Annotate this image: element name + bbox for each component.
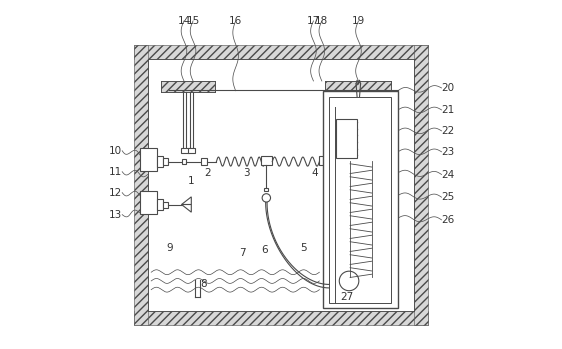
Bar	[323, 91, 398, 308]
Polygon shape	[182, 205, 191, 212]
Text: 23: 23	[442, 147, 455, 157]
Text: 21: 21	[442, 105, 455, 115]
Bar	[139, 191, 157, 214]
Text: 25: 25	[442, 192, 455, 202]
Text: 13: 13	[109, 210, 122, 220]
Bar	[157, 156, 164, 167]
Text: 18: 18	[315, 16, 328, 26]
Text: 4: 4	[311, 168, 318, 178]
Text: 27: 27	[340, 292, 353, 302]
Bar	[139, 148, 157, 171]
Text: 8: 8	[200, 280, 207, 289]
Bar	[164, 158, 167, 165]
Text: 24: 24	[442, 170, 455, 179]
Bar	[181, 148, 188, 153]
Bar	[148, 59, 414, 311]
Text: 11: 11	[109, 167, 122, 177]
Text: 22: 22	[442, 126, 455, 136]
Polygon shape	[182, 197, 191, 205]
Bar	[329, 97, 391, 303]
Bar	[414, 45, 428, 325]
Text: 6: 6	[261, 245, 268, 254]
Text: 12: 12	[109, 188, 122, 198]
Text: 14: 14	[178, 16, 191, 26]
Text: 15: 15	[187, 16, 200, 26]
Bar	[157, 199, 164, 210]
Text: 26: 26	[442, 215, 455, 225]
Bar	[325, 81, 391, 92]
Text: 19: 19	[352, 16, 365, 26]
Text: 2: 2	[204, 168, 211, 178]
Text: 16: 16	[229, 16, 242, 26]
Bar	[134, 311, 428, 325]
Bar	[134, 45, 428, 59]
Bar	[201, 158, 207, 165]
Bar	[164, 202, 167, 208]
Text: 10: 10	[109, 146, 122, 156]
Bar	[134, 45, 148, 325]
Bar	[336, 119, 357, 158]
Text: 9: 9	[166, 243, 173, 253]
Text: 1: 1	[188, 177, 194, 186]
Bar	[188, 148, 196, 153]
Bar	[182, 159, 185, 164]
Bar	[161, 81, 215, 92]
Bar	[329, 97, 391, 107]
Bar	[261, 156, 271, 165]
Bar	[319, 156, 328, 165]
Text: 7: 7	[239, 248, 246, 258]
Text: 20: 20	[442, 83, 455, 93]
Text: 5: 5	[300, 243, 307, 253]
Text: 3: 3	[243, 168, 250, 178]
Text: 17: 17	[307, 16, 320, 26]
Bar	[264, 188, 269, 191]
